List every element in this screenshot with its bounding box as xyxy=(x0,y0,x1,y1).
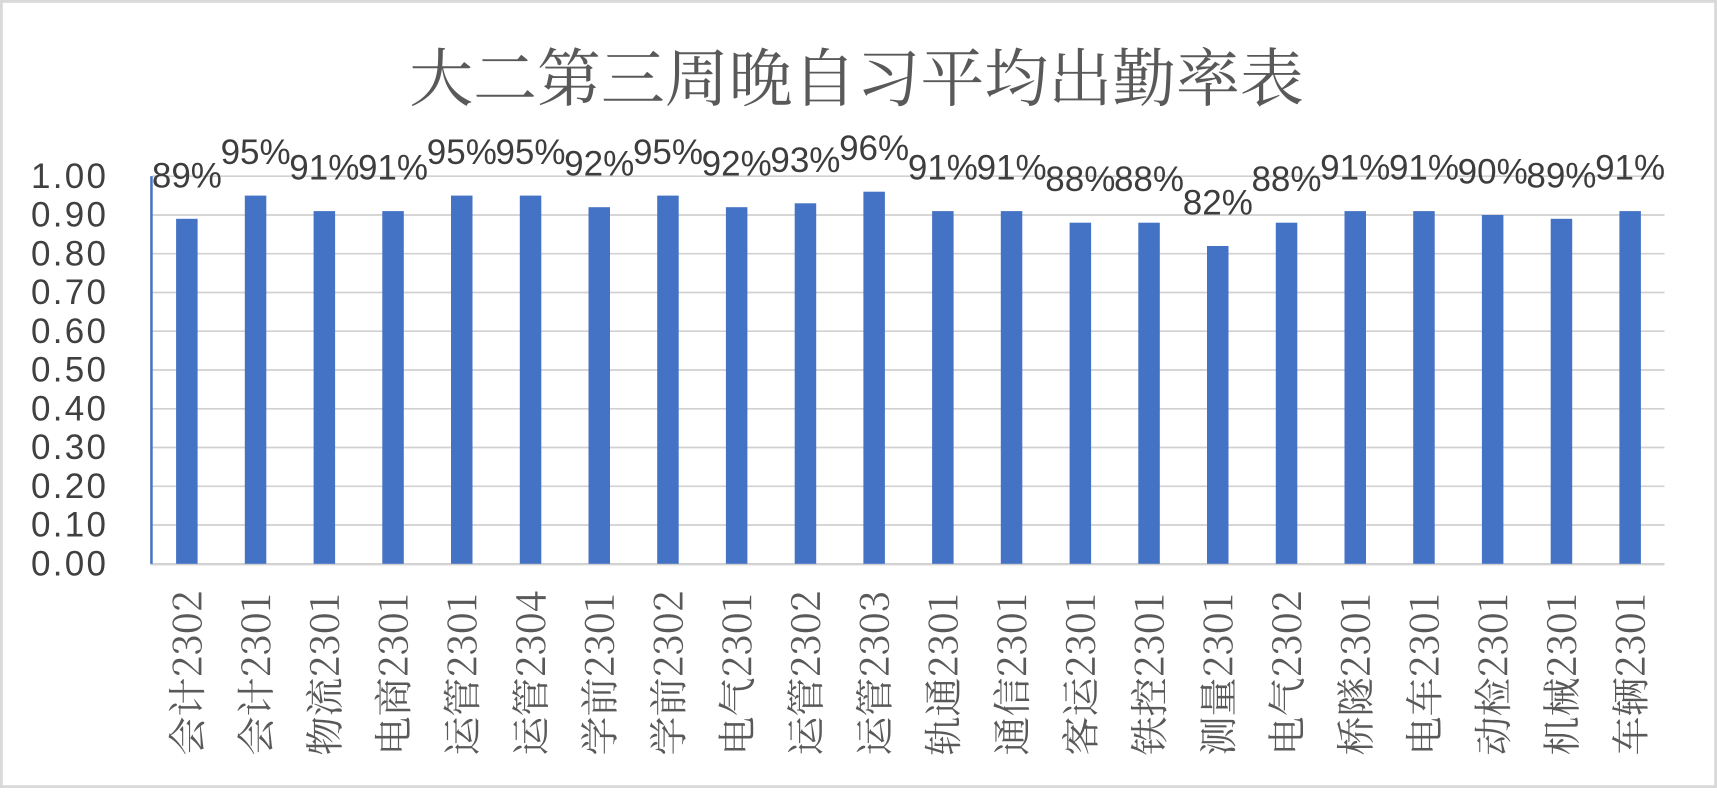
svg-text:0.70: 0.70 xyxy=(31,273,108,312)
svg-text:93%: 93% xyxy=(770,141,840,180)
svg-text:88%: 88% xyxy=(1251,160,1321,199)
svg-text:0.50: 0.50 xyxy=(31,351,108,390)
svg-text:88%: 88% xyxy=(1114,160,1184,199)
svg-text:96%: 96% xyxy=(839,129,909,168)
svg-text:90%: 90% xyxy=(1458,153,1528,192)
svg-text:92%: 92% xyxy=(702,145,772,184)
svg-text:0.40: 0.40 xyxy=(31,389,108,428)
svg-text:91%: 91% xyxy=(977,149,1047,188)
svg-text:91%: 91% xyxy=(289,149,359,188)
svg-text:0.10: 0.10 xyxy=(31,506,108,545)
svg-text:89%: 89% xyxy=(152,156,222,195)
svg-text:95%: 95% xyxy=(427,133,497,172)
svg-text:1.00: 1.00 xyxy=(31,157,108,196)
svg-text:88%: 88% xyxy=(1045,160,1115,199)
svg-text:92%: 92% xyxy=(564,145,634,184)
svg-text:95%: 95% xyxy=(495,133,565,172)
svg-text:0.30: 0.30 xyxy=(31,428,108,467)
svg-text:91%: 91% xyxy=(1320,149,1390,188)
svg-text:91%: 91% xyxy=(358,149,428,188)
svg-text:91%: 91% xyxy=(908,149,978,188)
svg-text:0.20: 0.20 xyxy=(31,467,108,506)
svg-text:95%: 95% xyxy=(633,133,703,172)
svg-text:91%: 91% xyxy=(1389,149,1459,188)
svg-text:0.80: 0.80 xyxy=(31,234,108,273)
svg-text:91%: 91% xyxy=(1595,149,1665,188)
svg-text:0.60: 0.60 xyxy=(31,312,108,351)
svg-text:0.00: 0.00 xyxy=(31,544,108,583)
svg-text:95%: 95% xyxy=(221,133,291,172)
svg-text:0.90: 0.90 xyxy=(31,196,108,235)
svg-text:82%: 82% xyxy=(1183,184,1253,223)
svg-text:89%: 89% xyxy=(1526,156,1596,195)
